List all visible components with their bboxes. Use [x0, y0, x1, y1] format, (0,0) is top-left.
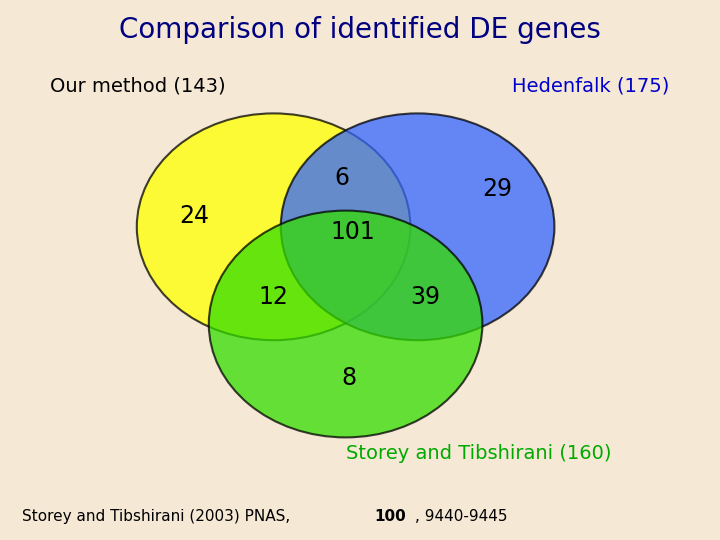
Text: 6: 6	[335, 166, 349, 190]
Ellipse shape	[281, 113, 554, 340]
Text: Storey and Tibshirani (2003) PNAS,: Storey and Tibshirani (2003) PNAS,	[22, 509, 294, 524]
Text: , 9440-9445: , 9440-9445	[415, 509, 508, 524]
Text: 39: 39	[410, 285, 440, 309]
Text: 8: 8	[341, 366, 357, 390]
Text: 24: 24	[179, 204, 210, 228]
Text: 12: 12	[258, 285, 289, 309]
Text: Storey and Tibshirani (160): Storey and Tibshirani (160)	[346, 444, 612, 463]
Text: 100: 100	[374, 509, 406, 524]
Text: 101: 101	[330, 220, 375, 244]
Ellipse shape	[209, 211, 482, 437]
Text: Our method (143): Our method (143)	[50, 77, 226, 96]
Ellipse shape	[137, 113, 410, 340]
Text: Comparison of identified DE genes: Comparison of identified DE genes	[119, 16, 601, 44]
Text: Hedenfalk (175): Hedenfalk (175)	[512, 77, 670, 96]
Text: 29: 29	[482, 177, 512, 201]
